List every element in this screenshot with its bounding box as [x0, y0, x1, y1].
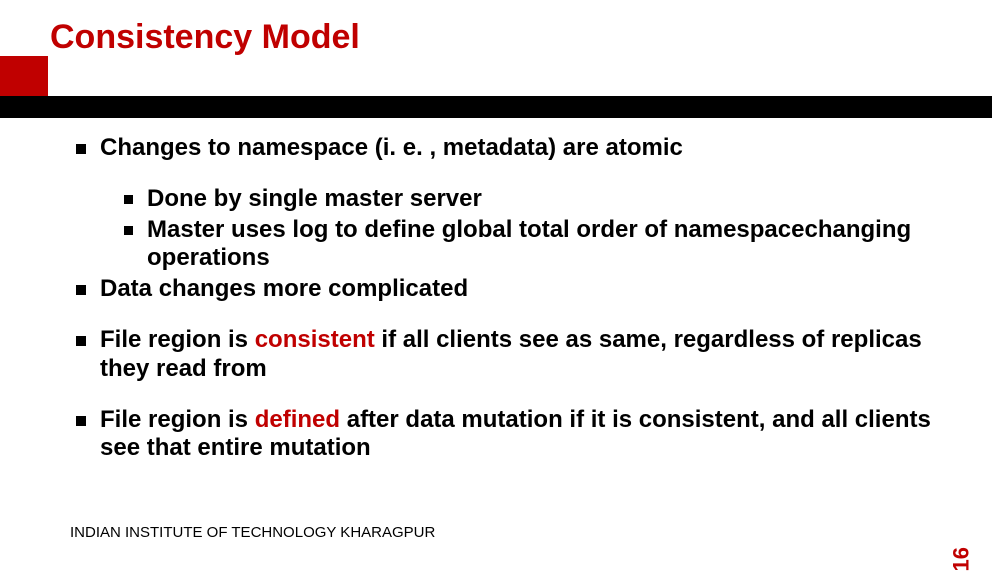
title-underline-band: [0, 96, 992, 118]
bullet-text: Done by single master server: [147, 185, 482, 214]
highlighted-word: defined: [255, 406, 340, 433]
bullet-text: Master uses log to define global total o…: [147, 216, 956, 274]
text-fragment: File region is: [100, 406, 255, 433]
bullet-item: Master uses log to define global total o…: [124, 216, 956, 274]
bullet-item: Changes to namespace (i. e. , metadata) …: [76, 134, 956, 163]
bullet-square-icon: [76, 336, 86, 346]
bullet-square-icon: [76, 144, 86, 154]
bullet-text: File region is defined after data mutati…: [100, 406, 956, 464]
slide-body: Changes to namespace (i. e. , metadata) …: [76, 134, 956, 469]
text-fragment: File region is: [100, 326, 255, 353]
bullet-item: Done by single master server: [124, 185, 956, 214]
bullet-square-icon: [76, 416, 86, 426]
bullet-square-icon: [76, 285, 86, 295]
bullet-square-icon: [124, 195, 133, 204]
bullet-text: Data changes more complicated: [100, 275, 468, 304]
accent-block: [0, 56, 48, 96]
bullet-text: File region is consistent if all clients…: [100, 326, 956, 384]
page-number: 16: [948, 547, 974, 571]
slide-title: Consistency Model: [50, 18, 360, 57]
bullet-item: File region is consistent if all clients…: [76, 326, 956, 384]
bullet-item: File region is defined after data mutati…: [76, 406, 956, 464]
bullet-text: Changes to namespace (i. e. , metadata) …: [100, 134, 683, 163]
footer-text: INDIAN INSTITUTE OF TECHNOLOGY KHARAGPUR: [70, 524, 435, 541]
bullet-square-icon: [124, 226, 133, 235]
highlighted-word: consistent: [255, 326, 375, 353]
bullet-item: Data changes more complicated: [76, 275, 956, 304]
